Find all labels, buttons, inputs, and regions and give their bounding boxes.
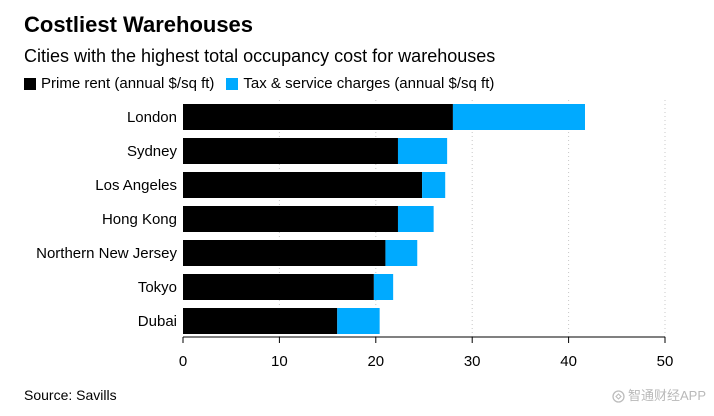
bar-sydney-prime-rent <box>183 138 398 164</box>
x-tick-label-0: 0 <box>179 353 187 370</box>
y-category-label-tokyo: Tokyo <box>138 279 177 296</box>
bar-northern-new-jersey-tax-service <box>385 240 418 266</box>
chart-subtitle: Cities with the highest total occupancy … <box>24 46 496 66</box>
bar-sydney-tax-service <box>397 138 448 164</box>
zhitong-logo-icon <box>612 389 625 403</box>
watermark-text: 智通财经APP <box>627 388 706 403</box>
bar-dubai-tax-service <box>337 308 380 334</box>
bar-los-angeles-tax-service <box>422 172 446 198</box>
x-tick-label-50: 50 <box>657 353 674 370</box>
x-tick-label-30: 30 <box>464 353 481 370</box>
legend-swatch-tax-service <box>226 78 239 90</box>
x-tick-label-20: 20 <box>367 353 384 370</box>
bar-tokyo-tax-service <box>373 274 394 300</box>
y-category-label-hong-kong: Hong Kong <box>102 211 177 228</box>
bar-dubai-prime-rent <box>183 308 338 334</box>
bar-los-angeles-prime-rent <box>183 172 423 198</box>
legend-label-tax-service: Tax & service charges (annual $/sq ft) <box>243 75 495 92</box>
chart-source: Source: Savills <box>24 387 117 403</box>
bar-london-prime-rent <box>183 104 453 130</box>
bar-tokyo-prime-rent <box>183 274 374 300</box>
chart-title: Costliest Warehouses <box>24 12 254 37</box>
y-category-label-northern-new-jersey: Northern New Jersey <box>36 245 177 262</box>
bar-hong-kong-tax-service <box>397 206 434 232</box>
legend-item-tax-service: Tax & service charges (annual $/sq ft) <box>226 74 494 94</box>
y-category-label-sydney: Sydney <box>127 143 178 160</box>
legend-item-prime-rent: Prime rent (annual $/sq ft) <box>24 74 214 94</box>
y-category-label-dubai: Dubai <box>138 313 177 330</box>
legend-label-prime-rent: Prime rent (annual $/sq ft) <box>41 75 215 92</box>
bar-hong-kong-prime-rent <box>183 206 398 232</box>
chart-legend: Prime rent (annual $/sq ft) Tax & servic… <box>24 74 506 94</box>
x-tick-label-10: 10 <box>271 353 288 370</box>
y-category-label-los-angeles: Los Angeles <box>95 177 177 194</box>
y-category-label-london: London <box>127 109 177 126</box>
x-tick-label-40: 40 <box>560 353 577 370</box>
watermark: 智通财经APP <box>612 387 706 405</box>
bar-london-tax-service <box>452 104 585 130</box>
bar-northern-new-jersey-prime-rent <box>183 240 386 266</box>
legend-swatch-prime-rent <box>24 78 36 90</box>
